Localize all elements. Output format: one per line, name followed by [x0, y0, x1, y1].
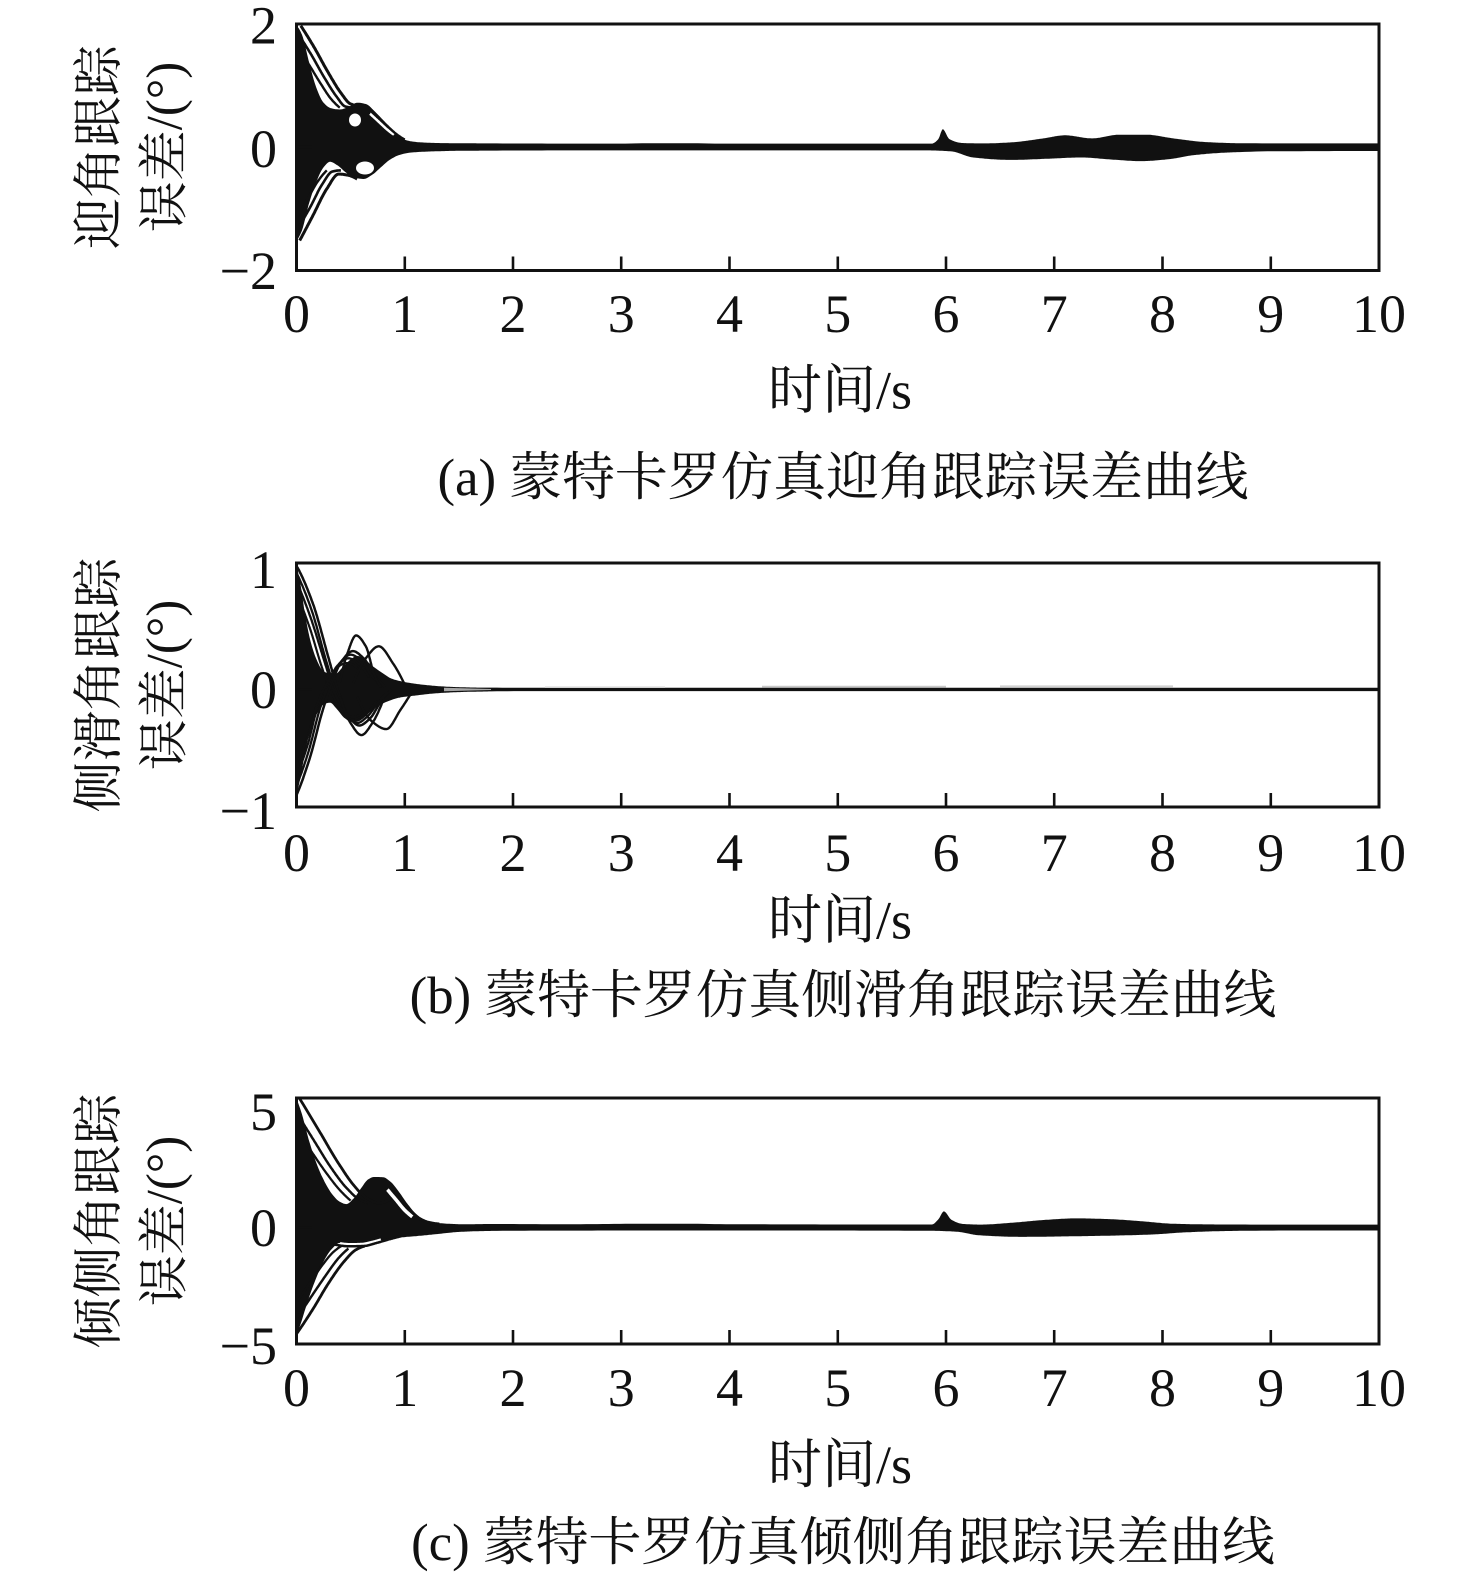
svg-text:9: 9 [1257, 284, 1284, 344]
svg-text:4: 4 [716, 284, 743, 344]
svg-text:1: 1 [391, 1358, 418, 1418]
svg-text:0: 0 [283, 284, 310, 344]
svg-text:10: 10 [1352, 1358, 1406, 1418]
svg-text:7: 7 [1041, 284, 1068, 344]
svg-text:10: 10 [1352, 284, 1406, 344]
svg-text:5: 5 [824, 823, 851, 883]
svg-text:−2: −2 [220, 241, 277, 301]
svg-text:8: 8 [1149, 1358, 1176, 1418]
svg-text:10: 10 [1352, 823, 1406, 883]
svg-text:3: 3 [608, 1358, 635, 1418]
svg-text:9: 9 [1257, 1358, 1284, 1418]
svg-text:8: 8 [1149, 284, 1176, 344]
svg-text:2: 2 [500, 1358, 527, 1418]
svg-text:0: 0 [250, 1198, 277, 1258]
svg-text:2: 2 [500, 284, 527, 344]
svg-text:4: 4 [716, 1358, 743, 1418]
svg-text:0: 0 [250, 660, 277, 720]
svg-text:8: 8 [1149, 823, 1176, 883]
svg-text:3: 3 [608, 284, 635, 344]
svg-text:7: 7 [1041, 823, 1068, 883]
svg-text:1: 1 [391, 284, 418, 344]
svg-text:9: 9 [1257, 823, 1284, 883]
svg-text:−5: −5 [220, 1316, 277, 1376]
svg-text:0: 0 [283, 1358, 310, 1418]
svg-text:2: 2 [250, 0, 277, 55]
svg-text:4: 4 [716, 823, 743, 883]
svg-text:6: 6 [933, 823, 960, 883]
svg-text:−1: −1 [220, 781, 277, 841]
svg-text:6: 6 [933, 284, 960, 344]
svg-text:7: 7 [1041, 1358, 1068, 1418]
svg-text:3: 3 [608, 823, 635, 883]
svg-text:5: 5 [824, 284, 851, 344]
svg-text:6: 6 [933, 1358, 960, 1418]
svg-text:5: 5 [824, 1358, 851, 1418]
svg-text:1: 1 [250, 540, 277, 600]
svg-text:5: 5 [250, 1082, 277, 1142]
svg-text:0: 0 [283, 823, 310, 883]
svg-text:1: 1 [391, 823, 418, 883]
svg-text:2: 2 [500, 823, 527, 883]
svg-text:0: 0 [250, 119, 277, 179]
